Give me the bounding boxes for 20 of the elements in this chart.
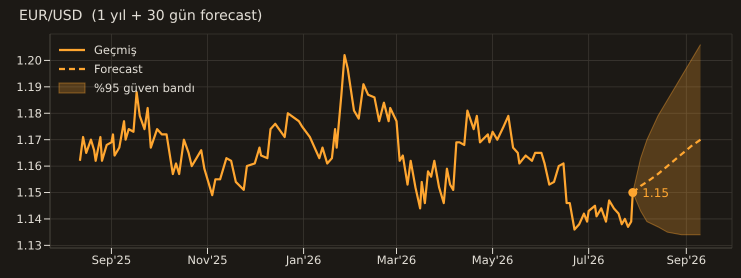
y-tick-label: 1.13 xyxy=(16,238,42,252)
chart-title: EUR/USD (1 yıl + 30 gün forecast) xyxy=(19,8,262,24)
y-tick-label: 1.19 xyxy=(16,80,42,94)
legend-label: Forecast xyxy=(94,62,143,76)
x-tick-label: Jul'26 xyxy=(572,253,605,268)
y-tick-label: 1.17 xyxy=(16,132,42,147)
y-tick-label: 1.20 xyxy=(16,54,42,68)
x-tick-label: Sep'25 xyxy=(92,253,132,268)
y-tick-label: 1.16 xyxy=(16,159,42,174)
y-tick-label: 1.14 xyxy=(16,212,42,226)
y-tick-label: 1.18 xyxy=(16,106,42,120)
y-tick-label: 1.15 xyxy=(16,186,42,200)
x-tick-label: Nov'25 xyxy=(187,253,228,268)
legend-label: Geçmiş xyxy=(94,42,137,56)
annotation: %95 güven bandı xyxy=(94,80,195,94)
annotation: 1.15 xyxy=(642,186,669,200)
x-tick-label: Jan'26 xyxy=(284,253,322,268)
x-tick-label: Sep'26 xyxy=(666,253,706,268)
x-tick-label: May'26 xyxy=(472,253,514,268)
x-tick-label: Mar'26 xyxy=(376,253,416,268)
